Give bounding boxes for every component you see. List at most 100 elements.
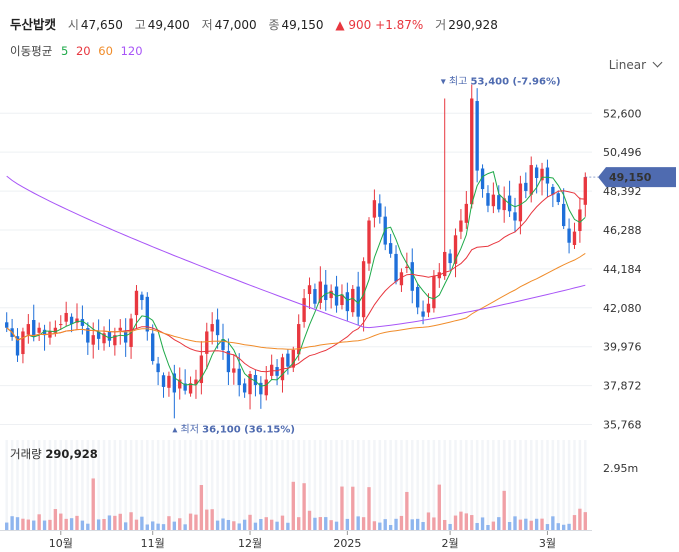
volume-bar bbox=[415, 518, 420, 530]
x-tick-label: 2025 bbox=[333, 537, 361, 550]
candle-body bbox=[415, 286, 420, 308]
volume-bar bbox=[302, 483, 306, 530]
candle-body bbox=[410, 262, 414, 291]
candle-body bbox=[15, 336, 20, 356]
volume-bar bbox=[102, 518, 106, 530]
volume-bar bbox=[426, 512, 431, 530]
price-header: 두산밥캣 시 47,650 고 49,400 저 47,000 종 49,150 ▲ 9… bbox=[10, 14, 506, 33]
volume-bar bbox=[15, 517, 20, 530]
volume-bar bbox=[53, 509, 58, 530]
y-tick-label: 50,496 bbox=[603, 146, 642, 159]
volume-bar bbox=[42, 520, 47, 530]
candle-body bbox=[443, 251, 447, 277]
volume-bar bbox=[96, 519, 101, 530]
candle-body bbox=[37, 327, 41, 333]
volume-bar bbox=[75, 515, 79, 530]
volume-bar bbox=[572, 515, 577, 530]
volume-bar bbox=[551, 516, 555, 530]
volume-bar bbox=[453, 515, 458, 530]
candle-body bbox=[161, 375, 166, 387]
volume-bar bbox=[248, 514, 252, 530]
candle-body bbox=[297, 324, 301, 355]
candle-body bbox=[378, 203, 382, 217]
low-annotation-label: ▴ 최저 36,100 (36.15%) bbox=[172, 423, 295, 435]
candle-body bbox=[134, 290, 139, 316]
y-tick-label: 46,288 bbox=[603, 224, 642, 237]
candle-body bbox=[340, 294, 344, 306]
volume-bar bbox=[491, 521, 496, 530]
x-tick-label: 2월 bbox=[442, 537, 459, 550]
open-label: 시 bbox=[67, 18, 79, 32]
volume-bar bbox=[432, 517, 436, 530]
volume-bar bbox=[280, 515, 285, 530]
candle-body bbox=[405, 266, 409, 269]
volume-bar bbox=[540, 518, 544, 530]
volume-bar bbox=[156, 523, 160, 530]
volume-bar bbox=[237, 523, 241, 530]
candle-body bbox=[26, 324, 31, 335]
volume-label: 거 bbox=[435, 18, 447, 32]
volume-bar bbox=[513, 516, 517, 530]
candle-body bbox=[313, 289, 317, 304]
ma-60-label: 60 bbox=[98, 44, 113, 58]
candle-body bbox=[291, 349, 295, 368]
volume-bar bbox=[183, 524, 187, 530]
volume-bar bbox=[107, 515, 112, 530]
candle-body bbox=[464, 203, 469, 223]
high-value: 49,400 bbox=[147, 18, 190, 32]
candle-body bbox=[453, 235, 458, 264]
volume-value: 290,928 bbox=[448, 18, 498, 32]
candle-body bbox=[140, 294, 144, 301]
stock-name: 두산밥캣 bbox=[10, 17, 57, 32]
candle-body bbox=[194, 379, 198, 385]
scale-dropdown-label: Linear bbox=[608, 58, 646, 72]
candle-body bbox=[199, 355, 204, 384]
volume-bar bbox=[32, 520, 36, 530]
candle-body bbox=[318, 281, 323, 303]
ma-20-label: 20 bbox=[75, 44, 91, 58]
candle-body bbox=[561, 203, 566, 227]
volume-y-tick: 2.95m bbox=[603, 462, 638, 475]
x-tick-label: 10월 bbox=[49, 537, 73, 550]
volume-legend-value: 290,928 bbox=[45, 447, 98, 461]
candle-body bbox=[145, 296, 149, 332]
volume-bar bbox=[394, 518, 398, 530]
low-label: 저 bbox=[201, 18, 213, 32]
candle-body bbox=[524, 182, 528, 191]
candle-body bbox=[329, 290, 333, 299]
volume-bar bbox=[242, 519, 247, 530]
high-annotation-value: 53,400 (-7.96%) bbox=[470, 76, 560, 87]
volume-bar bbox=[5, 522, 9, 530]
volume-bar bbox=[172, 521, 177, 530]
low-value: 47,000 bbox=[214, 18, 257, 32]
volume-bar bbox=[410, 519, 414, 530]
volume-bar bbox=[518, 519, 523, 530]
candle-body bbox=[215, 319, 220, 336]
volume-bar bbox=[145, 524, 149, 530]
ma-legend-label: 이동평균 bbox=[10, 44, 53, 58]
candle-body bbox=[275, 367, 279, 376]
volume-bar bbox=[545, 524, 550, 530]
candle-body bbox=[356, 286, 360, 317]
y-tick-label: 44,184 bbox=[603, 263, 642, 276]
volume-bar bbox=[275, 521, 279, 530]
scale-dropdown[interactable]: Linear bbox=[608, 57, 663, 72]
candle-body bbox=[540, 168, 544, 181]
candle-body bbox=[497, 195, 501, 210]
volume-bar bbox=[497, 517, 501, 530]
candle-body bbox=[491, 194, 496, 207]
candle-body bbox=[475, 101, 479, 171]
candle-body bbox=[232, 368, 236, 373]
volume-bar bbox=[529, 520, 533, 530]
volume-bar bbox=[421, 522, 425, 530]
y-tick-label: 37,872 bbox=[603, 380, 642, 393]
volume-bar bbox=[215, 520, 220, 530]
volume-bar bbox=[221, 518, 225, 530]
volume-bar bbox=[324, 517, 328, 530]
candle-body bbox=[178, 379, 182, 389]
close-label: 종 bbox=[268, 18, 280, 32]
high-label: 고 bbox=[134, 18, 146, 32]
candle-body bbox=[351, 288, 355, 313]
candle-body bbox=[242, 383, 247, 393]
